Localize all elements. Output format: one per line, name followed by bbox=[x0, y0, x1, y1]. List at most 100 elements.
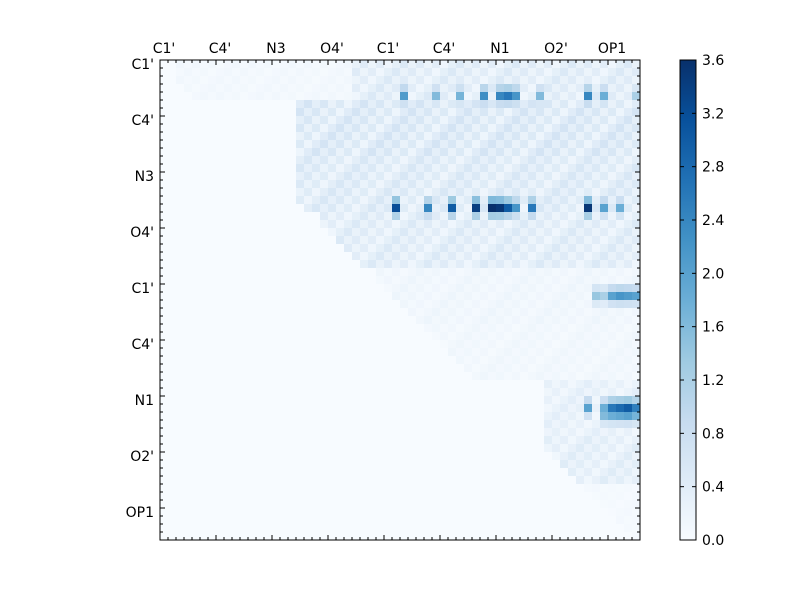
heatmap-cell bbox=[552, 252, 561, 261]
heatmap-cell bbox=[456, 380, 465, 389]
heatmap-cell bbox=[176, 140, 185, 149]
heatmap-cell bbox=[160, 508, 169, 517]
heatmap-cell bbox=[336, 364, 345, 373]
heatmap-cell bbox=[176, 524, 185, 533]
heatmap-cell bbox=[280, 524, 289, 533]
heatmap-cell bbox=[480, 428, 489, 437]
heatmap-cell bbox=[264, 204, 273, 213]
heatmap-cell bbox=[208, 420, 217, 429]
heatmap-cell bbox=[376, 188, 385, 197]
heatmap-cell bbox=[576, 244, 585, 253]
heatmap-cell bbox=[584, 316, 593, 325]
heatmap-cell bbox=[616, 108, 625, 117]
heatmap-cell bbox=[192, 260, 201, 269]
heatmap-cell bbox=[544, 404, 553, 413]
heatmap-cell bbox=[464, 516, 473, 525]
heatmap-cell bbox=[328, 508, 337, 517]
heatmap-cell bbox=[208, 212, 217, 221]
heatmap-cell bbox=[320, 260, 329, 269]
heatmap-cell bbox=[584, 236, 593, 245]
heatmap-cell bbox=[632, 324, 641, 333]
heatmap-cell bbox=[424, 276, 433, 285]
heatmap-cell bbox=[480, 76, 489, 85]
heatmap-cell bbox=[176, 348, 185, 357]
heatmap-cell bbox=[184, 84, 193, 93]
heatmap-cell bbox=[528, 340, 537, 349]
heatmap-cell bbox=[624, 388, 633, 397]
heatmap-cell bbox=[544, 116, 553, 125]
heatmap-cell bbox=[416, 148, 425, 157]
heatmap-cell bbox=[192, 356, 201, 365]
heatmap-cell bbox=[520, 156, 529, 165]
heatmap-cell bbox=[544, 324, 553, 333]
heatmap-cell bbox=[480, 484, 489, 493]
heatmap-cell bbox=[224, 420, 233, 429]
heatmap-cell bbox=[232, 300, 241, 309]
heatmap-cell bbox=[304, 204, 313, 213]
heatmap-cell bbox=[296, 468, 305, 477]
heatmap-cell bbox=[168, 292, 177, 301]
heatmap-cell bbox=[616, 284, 625, 293]
heatmap-cell bbox=[280, 156, 289, 165]
heatmap-cell bbox=[320, 100, 329, 109]
heatmap-cell bbox=[248, 516, 257, 525]
heatmap-cell bbox=[464, 388, 473, 397]
heatmap-cell bbox=[416, 60, 425, 69]
heatmap-cell bbox=[224, 508, 233, 517]
heatmap-cell bbox=[200, 124, 209, 133]
heatmap-cell bbox=[624, 68, 633, 77]
heatmap-cell bbox=[512, 76, 521, 85]
heatmap-cell bbox=[312, 228, 321, 237]
heatmap-cell bbox=[472, 316, 481, 325]
heatmap-cell bbox=[296, 108, 305, 117]
heatmap-cell bbox=[256, 108, 265, 117]
heatmap-cell bbox=[208, 252, 217, 261]
heatmap-cell bbox=[480, 364, 489, 373]
heatmap-cell bbox=[288, 396, 297, 405]
heatmap-cell bbox=[544, 196, 553, 205]
heatmap-cell bbox=[192, 116, 201, 125]
heatmap-cell bbox=[504, 148, 513, 157]
heatmap-cell bbox=[232, 284, 241, 293]
colorbar-tick-label: 0.4 bbox=[702, 480, 724, 496]
heatmap-cell bbox=[600, 252, 609, 261]
heatmap-cell bbox=[424, 396, 433, 405]
heatmap-cell bbox=[520, 396, 529, 405]
heatmap-cell bbox=[608, 324, 617, 333]
heatmap-cell bbox=[504, 236, 513, 245]
heatmap-cell bbox=[488, 396, 497, 405]
heatmap-cell bbox=[184, 100, 193, 109]
heatmap-cell bbox=[432, 292, 441, 301]
heatmap-cell bbox=[440, 460, 449, 469]
heatmap-cell bbox=[480, 100, 489, 109]
heatmap-cell bbox=[424, 364, 433, 373]
heatmap-cell bbox=[248, 220, 257, 229]
heatmap-cell bbox=[272, 172, 281, 181]
heatmap-cell bbox=[192, 348, 201, 357]
heatmap-cell bbox=[224, 412, 233, 421]
heatmap-cell bbox=[472, 252, 481, 261]
heatmap-cell bbox=[360, 500, 369, 509]
heatmap-cell bbox=[312, 444, 321, 453]
heatmap-cell bbox=[160, 244, 169, 253]
heatmap-cell bbox=[160, 84, 169, 93]
heatmap-cell bbox=[408, 164, 417, 173]
heatmap-cell bbox=[424, 164, 433, 173]
heatmap-cell bbox=[448, 268, 457, 277]
heatmap-cell bbox=[160, 340, 169, 349]
heatmap-cell bbox=[472, 348, 481, 357]
heatmap-cell bbox=[376, 156, 385, 165]
heatmap-cell bbox=[424, 412, 433, 421]
heatmap-cell bbox=[504, 268, 513, 277]
heatmap-cell bbox=[192, 340, 201, 349]
heatmap-cell bbox=[584, 364, 593, 373]
heatmap-cell bbox=[488, 436, 497, 445]
heatmap-cell bbox=[552, 140, 561, 149]
heatmap-cell bbox=[344, 148, 353, 157]
heatmap-cell bbox=[272, 68, 281, 77]
heatmap-cell bbox=[216, 500, 225, 509]
heatmap-cell bbox=[392, 324, 401, 333]
heatmap-cell bbox=[416, 396, 425, 405]
heatmap-cell bbox=[368, 236, 377, 245]
heatmap-cell bbox=[472, 180, 481, 189]
